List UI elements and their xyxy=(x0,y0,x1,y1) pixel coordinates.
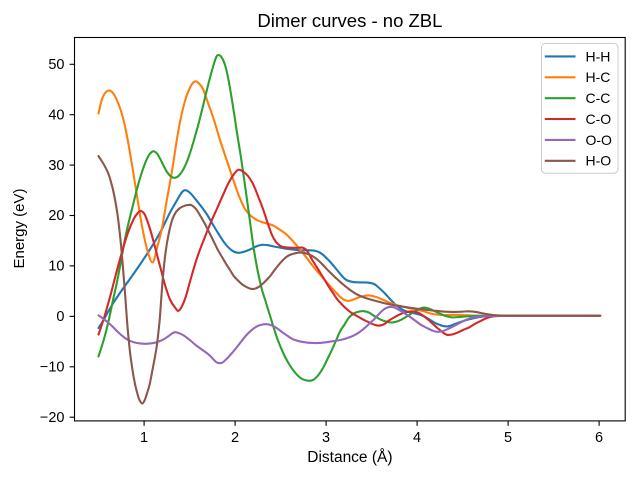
svg-text:10: 10 xyxy=(48,259,64,275)
svg-text:Dimer curves - no ZBL: Dimer curves - no ZBL xyxy=(257,10,442,31)
svg-text:20: 20 xyxy=(48,208,64,224)
svg-text:H-C: H-C xyxy=(586,69,611,85)
svg-text:30: 30 xyxy=(48,158,64,174)
svg-text:50: 50 xyxy=(48,57,64,73)
svg-text:−10: −10 xyxy=(40,360,65,376)
svg-text:Distance (Å): Distance (Å) xyxy=(307,449,392,466)
svg-text:C-C: C-C xyxy=(586,90,611,106)
svg-text:6: 6 xyxy=(595,430,603,446)
svg-text:−20: −20 xyxy=(40,410,65,426)
svg-text:40: 40 xyxy=(48,107,64,123)
svg-text:H-H: H-H xyxy=(586,48,611,64)
svg-text:Energy (eV): Energy (eV) xyxy=(11,188,28,268)
svg-text:0: 0 xyxy=(56,309,64,325)
svg-text:O-O: O-O xyxy=(586,132,613,148)
svg-text:1: 1 xyxy=(140,430,148,446)
svg-text:4: 4 xyxy=(413,430,421,446)
svg-text:2: 2 xyxy=(231,430,239,446)
svg-text:5: 5 xyxy=(504,430,512,446)
svg-text:H-O: H-O xyxy=(586,153,612,169)
svg-text:C-O: C-O xyxy=(586,111,612,127)
svg-text:3: 3 xyxy=(322,430,330,446)
